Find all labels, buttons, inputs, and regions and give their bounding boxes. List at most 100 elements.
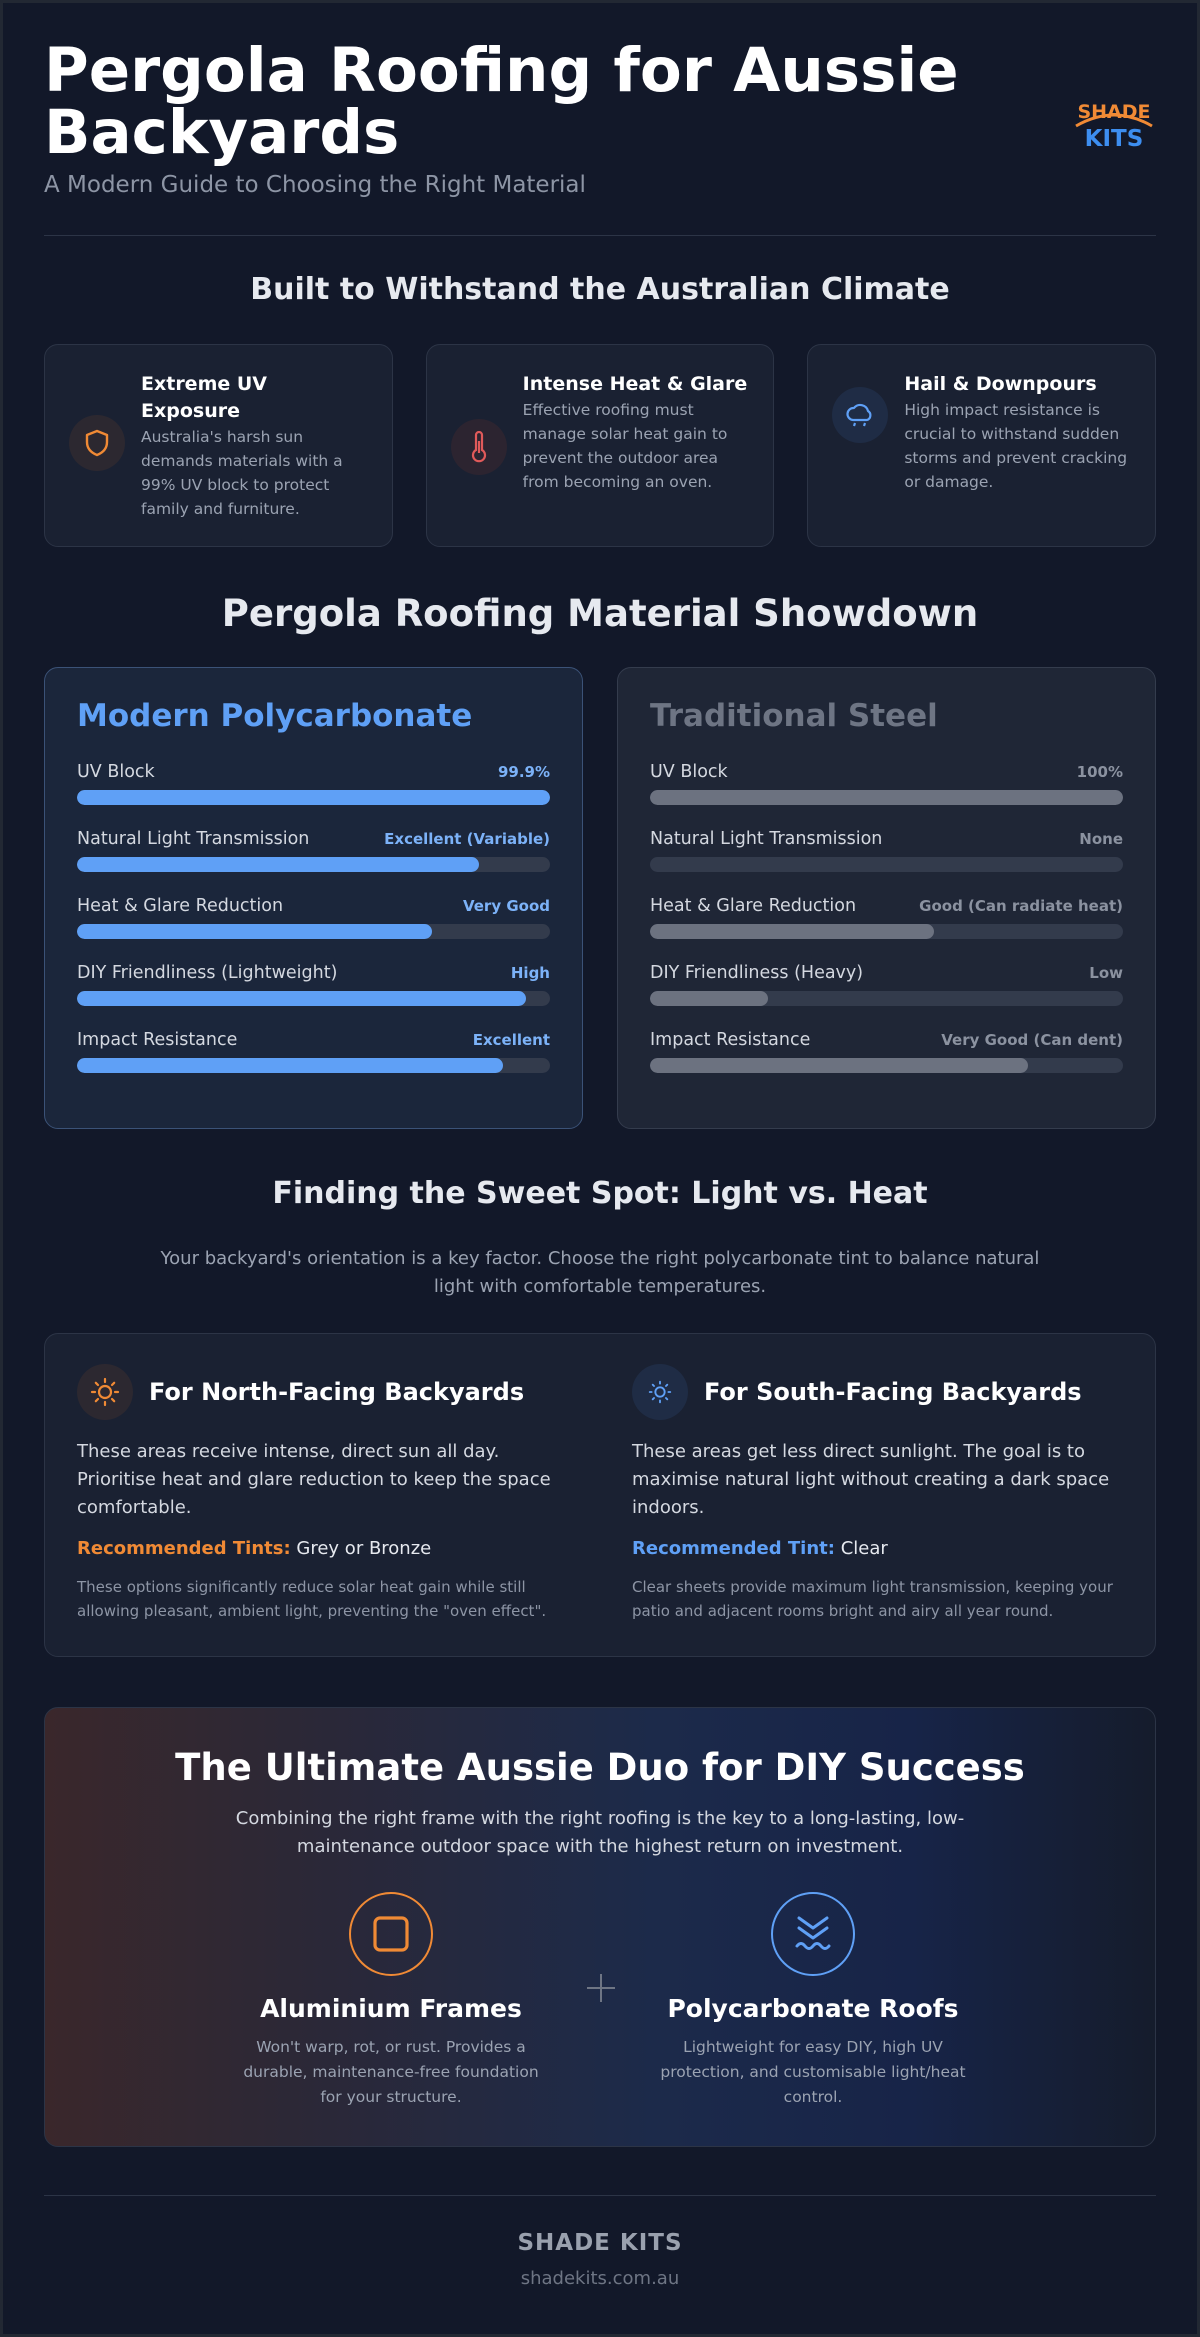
svg-text:KITS: KITS: [1085, 126, 1144, 152]
north-facing-text: These areas receive intense, direct sun …: [77, 1441, 551, 1518]
svg-text:SHADE: SHADE: [1077, 101, 1150, 123]
duo-subtitle: Combining the right frame with the right…: [235, 1808, 965, 1857]
metric-row: DIY Friendliness (Lightweight) High: [77, 963, 550, 1006]
metric-bar-fill: [77, 857, 480, 872]
metric-label: Natural Light Transmission: [77, 829, 310, 849]
metric-bar: [650, 1058, 1123, 1073]
duo-item-text: Won't warp, rot, or rust. Provides a dur…: [243, 2038, 539, 2106]
climate-card-title: Intense Heat & Glare: [522, 373, 748, 395]
duo-item-text: Lightweight for easy DIY, high UV protec…: [660, 2038, 966, 2106]
metric-value: Very Good: [462, 897, 550, 915]
duo-item-aluminium: Aluminium Frames Won't warp, rot, or rus…: [231, 1892, 551, 2110]
roof-layers-icon: [771, 1892, 855, 1976]
metric-value: Good (Can radiate heat): [919, 897, 1123, 915]
climate-card-hail: Hail & Downpours High impact resistance …: [807, 344, 1157, 547]
material-card-polycarbonate: Modern Polycarbonate UV Block 99.9% Natur…: [44, 667, 583, 1129]
material-showdown: Modern Polycarbonate UV Block 99.9% Natur…: [44, 667, 1156, 1129]
duo-title: The Ultimate Aussie Duo for DIY Success: [175, 1746, 1025, 1789]
north-facing-title: For North-Facing Backyards: [149, 1378, 525, 1406]
metric-row: Natural Light Transmission None: [650, 829, 1123, 872]
duo-item-title: Polycarbonate Roofs: [667, 1994, 959, 2023]
metric-bar-fill: [77, 790, 550, 805]
climate-card-text: High impact resistance is crucial to wit…: [904, 401, 1128, 491]
climate-cards: Extreme UV Exposure Australia's harsh su…: [44, 344, 1157, 547]
footer-url-link[interactable]: shadekits.com.au: [520, 2268, 680, 2289]
page-subtitle: A Modern Guide to Choosing the Right Mat…: [44, 172, 586, 198]
north-facing-tint: Recommended Tints: Grey or Bronze: [77, 1538, 568, 1559]
metric-row: UV Block 100%: [650, 762, 1123, 805]
climate-card-heat: Intense Heat & Glare Effective roofing m…: [425, 344, 775, 547]
metric-bar-fill: [650, 1058, 1029, 1073]
frame-square-icon: [349, 1892, 433, 1976]
metric-bar-fill: [650, 790, 1123, 805]
thermometer-icon: [450, 419, 507, 475]
south-facing-tint: Recommended Tint: Clear: [632, 1538, 1123, 1559]
metric-bar-fill: [77, 1058, 503, 1073]
metric-bar: [650, 790, 1123, 805]
north-facing-column: For North-Facing Backyards These areas r…: [77, 1364, 568, 1626]
metric-bar: [77, 790, 550, 805]
metric-label: Impact Resistance: [650, 1030, 811, 1050]
metric-value: Excellent (Variable): [384, 830, 550, 848]
metric-label: UV Block: [650, 762, 728, 782]
metric-label: DIY Friendliness (Heavy): [650, 963, 864, 983]
duo-banner: The Ultimate Aussie Duo for DIY Success …: [44, 1707, 1156, 2147]
duo-item-polycarbonate: Polycarbonate Roofs Lightweight for easy…: [653, 1892, 973, 2110]
metric-row: Impact Resistance Very Good (Can dent): [650, 1030, 1123, 1073]
metric-label: Impact Resistance: [77, 1030, 238, 1050]
south-facing-note: Clear sheets provide maximum light trans…: [632, 1578, 1113, 1620]
metric-label: DIY Friendliness (Lightweight): [77, 963, 338, 983]
page-header: Pergola Roofing for Aussie Backyards A M…: [44, 40, 1156, 236]
tint-label: Recommended Tints:: [77, 1538, 291, 1559]
climate-card-text: Effective roofing must manage solar heat…: [522, 401, 728, 491]
metric-bar-fill: [77, 991, 527, 1006]
metric-row: Heat & Glare Reduction Good (Can radiate …: [650, 896, 1123, 939]
material-name: Traditional Steel: [650, 698, 938, 734]
tint-value: Clear: [840, 1538, 888, 1559]
metric-value: 99.9%: [497, 763, 550, 781]
sweet-spot-intro: Your backyard's orientation is a key fac…: [160, 1248, 1040, 1297]
climate-card-uv: Extreme UV Exposure Australia's harsh su…: [44, 344, 393, 547]
shield-icon: [69, 415, 125, 471]
shade-kits-logo: SHADE KITS: [1075, 101, 1153, 152]
footer-brand: SHADE KITS: [517, 2230, 683, 2256]
metric-label: UV Block: [77, 762, 155, 782]
tint-value: Grey or Bronze: [296, 1538, 432, 1559]
south-facing-title: For South-Facing Backyards: [704, 1378, 1082, 1406]
metric-bar: [77, 857, 550, 872]
climate-card-title: Hail & Downpours: [904, 373, 1097, 395]
material-card-steel: Traditional Steel UV Block 100% Natural L…: [617, 667, 1156, 1129]
metric-value: Very Good (Can dent): [941, 1031, 1123, 1049]
page-title: Pergola Roofing for Aussie Backyards: [44, 35, 959, 168]
metric-bar: [77, 991, 550, 1006]
metric-value: Low: [1089, 964, 1123, 982]
metric-bar-fill: [77, 924, 432, 939]
sweet-spot-section-title: Finding the Sweet Spot: Light vs. Heat: [272, 1176, 928, 1211]
metric-bar: [77, 924, 550, 939]
metric-bar-fill: [650, 924, 934, 939]
orientation-panel: For North-Facing Backyards These areas r…: [44, 1333, 1156, 1657]
tint-label: Recommended Tint:: [632, 1538, 835, 1559]
duo-item-title: Aluminium Frames: [260, 1994, 522, 2023]
metric-label: Heat & Glare Reduction: [77, 896, 284, 916]
metric-value: High: [510, 964, 550, 982]
metric-bar: [650, 924, 1123, 939]
metric-bar: [650, 857, 1123, 872]
showdown-section-title: Pergola Roofing Material Showdown: [221, 592, 979, 635]
metric-row: UV Block 99.9%: [77, 762, 550, 805]
footer-divider: [44, 2195, 1156, 2196]
plus-icon: [587, 1974, 615, 2002]
metric-bar-fill: [650, 991, 769, 1006]
metric-value: None: [1079, 830, 1123, 848]
sun-icon: [77, 1364, 133, 1420]
metric-bar: [77, 1058, 550, 1073]
metric-value: 100%: [1076, 763, 1123, 781]
climate-section-title: Built to Withstand the Australian Climat…: [250, 272, 950, 307]
metric-value: Excellent: [472, 1031, 550, 1049]
south-facing-text: These areas get less direct sunlight. Th…: [632, 1441, 1110, 1518]
climate-card-title: Extreme UV Exposure: [141, 373, 268, 422]
metric-row: Heat & Glare Reduction Very Good: [77, 896, 550, 939]
metric-row: DIY Friendliness (Heavy) Low: [650, 963, 1123, 1006]
metric-row: Impact Resistance Excellent: [77, 1030, 550, 1073]
